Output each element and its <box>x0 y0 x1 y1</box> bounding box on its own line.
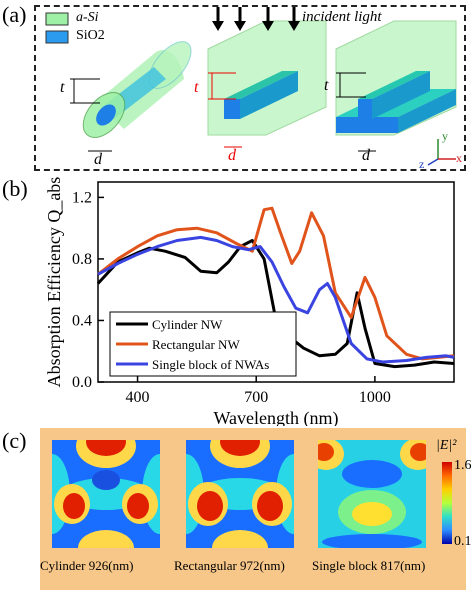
legend-label-asi: a-Si <box>76 10 99 25</box>
field-map-single-block <box>318 440 426 548</box>
dim-d-block: d <box>362 147 370 164</box>
single-block-structure <box>335 20 457 152</box>
colorbar <box>442 462 452 544</box>
legend-swatch-sio2 <box>45 30 69 44</box>
caption-single-block: Single block 817(nm) <box>312 558 426 573</box>
incident-light-label: incident light <box>302 9 382 25</box>
legend-label-3: Single block of NWAs <box>152 357 269 372</box>
panel-a-schematic: a-Si SiO2 incident light t d t d t d y z… <box>34 5 466 171</box>
field-map-rectangular <box>186 440 294 548</box>
panel-a-label: (a) <box>2 2 27 27</box>
y-tick-label: 0.4 <box>72 312 92 329</box>
x-tick-label: 400 <box>126 389 150 406</box>
caption-cylinder: Cylinder 926(nm) <box>40 558 134 573</box>
legend-swatch-asi <box>45 12 69 26</box>
legend-label-sio2: SiO2 <box>76 28 105 43</box>
y-tick-label: 0.8 <box>72 251 92 268</box>
dim-d-rect: d <box>228 147 236 164</box>
x-axis-label: Wavelength (nm) <box>213 408 338 426</box>
axis-x-label: x <box>456 151 462 165</box>
dim-t-cylinder: t <box>60 79 65 96</box>
legend-label-2: Rectangular NW <box>152 337 240 352</box>
dim-t-block: t <box>324 77 329 94</box>
panel-c-field-maps: |E|² 1.6 0.1 Cylinder 926(nm) Rectangula… <box>40 428 472 590</box>
panel-c-label: (c) <box>2 428 27 453</box>
x-tick-label: 1000 <box>359 389 391 406</box>
absorption-chart: 400 700 1000 0.0 0.4 0.8 1.2 Cylinder NW Rectang… <box>44 177 455 426</box>
axes-triad <box>427 139 456 166</box>
x-tick-label: 700 <box>244 389 268 406</box>
dim-t-rect: t <box>194 79 199 96</box>
rectangular-structure <box>207 20 327 148</box>
colorbar-min: 0.1 <box>454 534 472 549</box>
y-tick-label: 0.0 <box>72 374 92 391</box>
series-line-3 <box>97 235 455 364</box>
series-line-2 <box>97 206 455 361</box>
structures-schematic <box>45 7 457 166</box>
legend-label-1: Cylinder NW <box>152 317 223 332</box>
panel-b-label: (b) <box>2 176 28 201</box>
axis-y-label: y <box>442 129 448 143</box>
y-tick-label: 1.2 <box>72 189 92 206</box>
field-map-cylinder <box>52 440 160 548</box>
colorbar-title: |E|² <box>436 438 457 453</box>
cylinder-structure <box>70 41 192 152</box>
y-axis-label: Absorption Efficiency Q_abs <box>44 177 64 388</box>
incident-light-arrows <box>212 7 300 31</box>
dim-d-cylinder: d <box>94 151 102 168</box>
colorbar-max: 1.6 <box>454 458 472 473</box>
caption-rectangular: Rectangular 972(nm) <box>174 558 285 573</box>
axis-z-label: z <box>419 157 425 171</box>
